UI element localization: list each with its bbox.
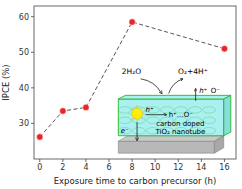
x-tick [155, 159, 156, 162]
sun-ray [131, 118, 132, 119]
data-point [60, 108, 66, 114]
tube-side [224, 95, 231, 135]
x-tick-label: 8 [130, 163, 135, 172]
y-tick-label: 30 [19, 119, 29, 128]
tube-ring [132, 127, 145, 133]
annotation: h⁺…O⁻ [169, 111, 194, 119]
inset: e⁻ h⁺ h⁺…O⁻carbon dopedTiO₂ nanotube h⁺ O⁻ 2H… [118, 67, 230, 153]
plot-frame [34, 6, 236, 159]
sun-ray [142, 118, 143, 119]
x-tick-label: 12 [173, 163, 183, 172]
annotation: O⁻ [211, 87, 221, 95]
x-axis-label: Exposure time to carbon precursor (h) [54, 176, 217, 186]
y-tick [31, 52, 34, 53]
inset-arrow [146, 114, 167, 115]
annotation: h⁺ [146, 106, 154, 114]
tube-ring [118, 117, 131, 123]
base-top [118, 136, 223, 142]
x-tick-label: 2 [60, 163, 65, 172]
y-axis-label: IPCE (%) [1, 64, 11, 100]
tube-top [118, 95, 230, 99]
x-tick-label: 6 [106, 163, 111, 172]
y-tick-label: 60 [19, 13, 29, 22]
data-line [40, 22, 225, 137]
sun-ray [142, 108, 143, 109]
base-side [214, 136, 223, 153]
sun [132, 108, 143, 119]
y-tick-label: 40 [19, 84, 29, 93]
x-tick [39, 159, 40, 162]
sun-ray [137, 120, 138, 122]
chart: 0 2 4 6 8 10 12 14 16 30 40 50 60 Exposure time to ca… [0, 0, 242, 189]
x-tick-label: 14 [196, 163, 206, 172]
annotation: h⁺ [199, 87, 207, 95]
sun-ray [129, 113, 131, 114]
y-tick [31, 87, 34, 88]
inset-arrow [141, 79, 162, 94]
data-point [129, 19, 135, 25]
sun-ray [137, 105, 138, 107]
annotation: O₂+4H⁺ [178, 67, 208, 76]
tube-ring [118, 107, 131, 113]
annotation: e⁻ [121, 127, 129, 135]
data-point [83, 104, 89, 110]
annotation: carbon doped [156, 120, 204, 128]
tube-ring [203, 117, 216, 123]
plot-data [37, 19, 228, 140]
x-tick [62, 159, 63, 162]
x-tick [178, 159, 179, 162]
data-point [221, 45, 227, 51]
x-tick [132, 159, 133, 162]
annotation: 2H₂O [122, 67, 141, 76]
tube-body [118, 99, 223, 136]
x-tick-label: 10 [150, 163, 160, 172]
y-tick [31, 123, 34, 124]
x-tick-label: 0 [37, 163, 42, 172]
tube-ring [146, 107, 159, 113]
annotation: TiO₂ nanotube [154, 128, 205, 136]
x-tick [85, 159, 86, 162]
tube-ring [203, 107, 216, 113]
y-tick [31, 16, 34, 17]
x-tick [224, 159, 225, 162]
sun-ray [131, 108, 132, 109]
inset-arrow [137, 122, 138, 140]
x-tick-label: 4 [83, 163, 88, 172]
data-point [37, 134, 43, 140]
inset-arrow [195, 89, 196, 101]
y-tick-label: 50 [19, 48, 29, 57]
x-tick-label: 16 [219, 163, 229, 172]
base-front [118, 141, 214, 153]
inset-arrow [169, 79, 183, 94]
x-tick [201, 159, 202, 162]
x-tick [109, 159, 110, 162]
